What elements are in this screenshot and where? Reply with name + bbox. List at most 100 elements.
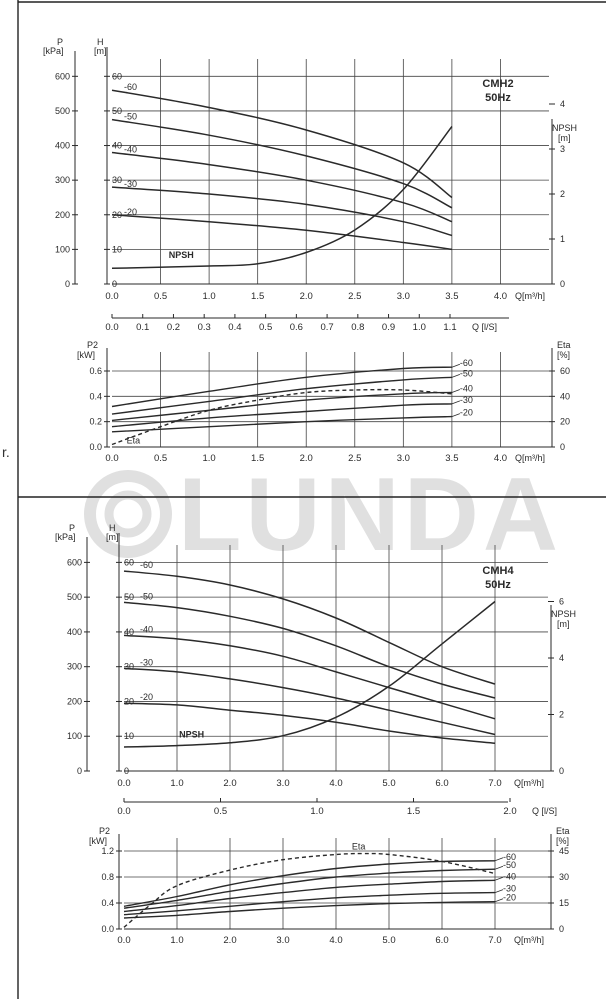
head-curve-label: -20 (124, 207, 137, 217)
lower-q-axis-label: Q[m³/h] (515, 453, 545, 463)
lower-q-axis-label: Q[m³/h] (514, 935, 544, 945)
qls-axis-label: Q [l/S] (472, 322, 497, 332)
head-curve (123, 634, 496, 720)
p-axis-tick-label: 0 (77, 766, 82, 776)
head-curve (111, 118, 453, 209)
q-axis-tick-label: 1.0 (170, 778, 183, 789)
npsh-axis-tick-label: 3 (560, 144, 565, 154)
lower-q-axis-tick-label: 2.0 (223, 935, 236, 946)
lower-q-axis-tick-label: 3.0 (397, 453, 410, 464)
power-curve-leader (451, 389, 461, 393)
power-curve-label: -20 (503, 893, 516, 903)
eta-curve (111, 388, 452, 446)
power-curve (111, 366, 452, 408)
qls-axis-tick-label: 1.5 (407, 806, 420, 817)
power-curve-leader (494, 857, 504, 862)
head-curve-label: -50 (124, 112, 137, 122)
p2-axis-tick-label: 0.4 (89, 391, 102, 401)
head-curve-label: -30 (140, 657, 153, 667)
head-curve (123, 570, 496, 685)
head-curve (123, 667, 496, 736)
power-curve-label: -20 (460, 408, 473, 418)
head-curve (111, 89, 453, 199)
p2-axis-tick-label: 0.2 (89, 417, 102, 427)
power-curve (123, 868, 496, 909)
npsh-axis-tick-label: 0 (559, 766, 564, 776)
head-curve-label: -40 (140, 624, 153, 634)
h-axis-unit: [m] (106, 532, 119, 542)
eta-axis-tick-label: 20 (560, 417, 570, 427)
qls-axis-tick-label: 0.5 (259, 322, 272, 333)
h-axis-tick-label: 50 (124, 592, 134, 602)
q-axis-tick-label: 6.0 (435, 778, 448, 789)
lower-q-axis-tick-label: 5.0 (382, 935, 395, 946)
power-curve-leader (451, 400, 461, 405)
npsh-axis-unit: [m] (557, 619, 570, 629)
power-curve-label: -50 (503, 860, 516, 870)
eta-axis-label: Eta (556, 826, 570, 836)
side-marker: r. (2, 444, 10, 460)
h-axis-unit: [m] (94, 46, 107, 56)
q-axis-tick-label: 4.0 (494, 291, 507, 302)
h-axis-tick-label: 10 (124, 731, 134, 741)
qls-axis-tick-label: 1.0 (310, 806, 323, 817)
p-axis-tick-label: 500 (67, 592, 82, 602)
qls-axis-tick-label: 0.6 (290, 322, 303, 333)
q-axis-tick-label: 7.0 (488, 778, 501, 789)
h-axis-tick-label: 40 (124, 627, 134, 637)
eta-axis-unit: [%] (557, 350, 570, 360)
power-curve-leader (494, 889, 504, 893)
power-curve-label: -30 (460, 395, 473, 405)
eta-axis-tick-label: 0 (560, 442, 565, 452)
power-curve (123, 879, 496, 913)
p-axis-tick-label: 500 (55, 106, 70, 116)
q-axis-tick-label: 2.0 (300, 291, 313, 302)
head-curve-label: -40 (124, 144, 137, 154)
head-curve (111, 151, 453, 223)
q-axis-tick-label: 2.0 (223, 778, 236, 789)
npsh-axis-tick-label: 4 (560, 99, 565, 109)
p-axis-label: P (69, 523, 75, 533)
p-axis-tick-label: 200 (55, 210, 70, 220)
p-axis-tick-label: 300 (67, 662, 82, 672)
npsh-axis-tick-label: 2 (559, 710, 564, 720)
qls-axis-label: Q [l/S] (532, 806, 557, 816)
power-curve-label: -60 (503, 852, 516, 862)
eta-axis-unit: [%] (556, 836, 569, 846)
lower-q-axis-tick-label: 1.0 (203, 453, 216, 464)
power-curve (123, 860, 496, 907)
lower-q-axis-tick-label: 2.0 (300, 453, 313, 464)
npsh-axis-tick-label: 2 (560, 189, 565, 199)
p-axis-tick-label: 0 (65, 279, 70, 289)
q-axis-label: Q[m³/h] (515, 291, 545, 301)
p2-axis-tick-label: 0.8 (101, 872, 114, 882)
p-axis-unit: [kPa] (43, 46, 64, 56)
h-axis-tick-label: 30 (124, 662, 134, 672)
lower-q-axis-tick-label: 1.5 (251, 453, 264, 464)
qls-axis-tick-label: 0.2 (167, 322, 180, 333)
npsh-axis-label: NPSH (551, 609, 576, 619)
q-axis-tick-label: 3.5 (445, 291, 458, 302)
qls-axis-tick-label: 0.0 (117, 806, 130, 817)
qls-axis-tick-label: 0.1 (136, 322, 149, 333)
eta-axis-tick-label: 60 (560, 366, 570, 376)
power-curve-label: -60 (460, 358, 473, 368)
npsh-axis-unit: [m] (558, 133, 571, 143)
qls-axis-tick-label: 0.0 (105, 322, 118, 333)
qls-axis-tick-label: 2.0 (503, 806, 516, 817)
power-curve (111, 403, 452, 428)
head-curve-label: -30 (124, 179, 137, 189)
p2-axis-unit: [kW] (77, 350, 95, 360)
power-curve-leader (494, 865, 504, 870)
power-curve-label: -30 (503, 884, 516, 894)
p-axis-tick-label: 300 (55, 175, 70, 185)
head-curve (111, 214, 453, 251)
eta-axis-label: Eta (557, 340, 571, 350)
lower-q-axis-tick-label: 0.5 (154, 453, 167, 464)
p2-axis-label: P2 (87, 340, 98, 350)
npsh-axis-tick-label: 6 (559, 597, 564, 607)
q-axis-label: Q[m³/h] (514, 778, 544, 788)
power-curve (111, 376, 452, 415)
